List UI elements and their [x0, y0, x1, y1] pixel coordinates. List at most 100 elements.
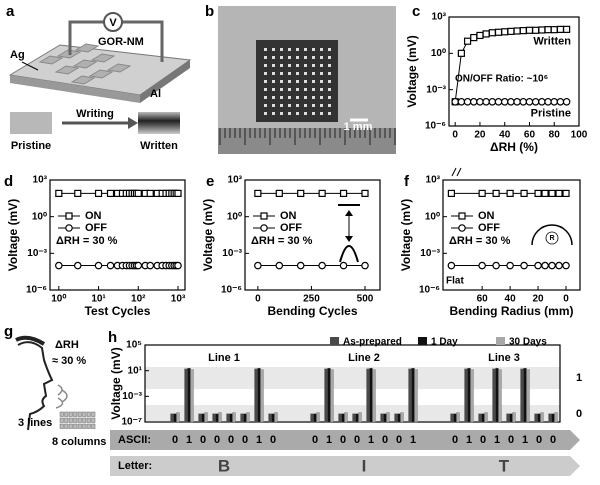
dot	[264, 96, 267, 99]
x-tick-label: 0	[452, 130, 458, 141]
dot	[272, 80, 275, 83]
bar	[352, 413, 356, 423]
marker	[544, 26, 552, 34]
dot	[304, 48, 307, 51]
label-written: Written	[140, 140, 178, 152]
marker	[146, 189, 154, 198]
y-tick-label: 10⁰	[425, 211, 440, 222]
dot	[296, 96, 299, 99]
lines-label: 3 lines	[18, 417, 52, 429]
y-tick-label: 10⁰	[431, 48, 446, 59]
ascii-digit: 0	[214, 434, 220, 446]
marker	[254, 261, 262, 270]
dot	[272, 56, 275, 59]
dot	[312, 72, 315, 75]
ascii-digit: 0	[354, 434, 360, 446]
dot	[328, 72, 331, 75]
x-tick-label: 250	[303, 294, 320, 305]
bar	[201, 413, 205, 423]
bar	[215, 413, 219, 423]
marker	[519, 27, 527, 35]
ascii-digit: 1	[494, 434, 500, 446]
columns-label: 8 columns	[52, 436, 106, 448]
x-tick-label: 0	[255, 294, 261, 305]
marker	[555, 189, 563, 198]
dot	[264, 56, 267, 59]
marker	[562, 97, 571, 106]
bar	[470, 369, 474, 423]
marker	[339, 189, 348, 198]
bar	[397, 413, 401, 423]
bar	[198, 413, 202, 423]
dot	[320, 48, 323, 51]
marker	[482, 97, 490, 106]
bar	[271, 413, 275, 423]
legend-marker	[65, 212, 73, 220]
x-tick-label: 10¹	[91, 294, 106, 305]
wire	[68, 20, 104, 55]
marker	[555, 261, 563, 270]
letter-row	[110, 456, 580, 476]
legend-marker	[65, 224, 73, 232]
dot	[312, 80, 315, 83]
dot	[272, 96, 275, 99]
marker	[494, 28, 503, 36]
ascii-digit: 1	[256, 434, 262, 446]
scale-label: 1 mm	[344, 121, 373, 133]
cell	[73, 417, 78, 423]
dot	[328, 112, 331, 115]
ascii-digit: 0	[340, 434, 346, 446]
marker	[556, 97, 565, 106]
legend-label: OFF	[280, 222, 302, 234]
level-label: 0	[576, 408, 582, 420]
bar	[520, 368, 524, 423]
bar	[554, 412, 558, 423]
marker	[513, 97, 521, 106]
label-gor: GOR-NM	[98, 36, 144, 48]
bar	[383, 413, 387, 423]
bar	[176, 412, 180, 423]
bar	[548, 413, 552, 423]
arrow-head	[128, 117, 138, 129]
panel-g: g ΔRH ≈ 30 % 3 lines 8 columns	[4, 323, 106, 448]
pointer	[21, 61, 39, 71]
dot	[296, 80, 299, 83]
dot	[296, 88, 299, 91]
bar	[232, 412, 236, 423]
dot	[264, 80, 267, 83]
y-tick-label: 10³	[426, 175, 441, 186]
marker	[174, 189, 182, 198]
dot	[272, 112, 275, 115]
dot	[304, 96, 307, 99]
bar	[274, 412, 278, 423]
marker	[506, 189, 514, 198]
cell	[64, 411, 69, 417]
dot	[280, 88, 283, 91]
y-tick-label: 10⁻⁶	[425, 121, 446, 132]
bar	[355, 413, 359, 423]
bar	[257, 367, 261, 423]
series-label: Pristine	[531, 108, 571, 120]
legend-label: OFF	[85, 222, 107, 234]
legend-marker	[458, 224, 466, 232]
panel-label: b	[205, 3, 214, 20]
marker	[451, 97, 459, 106]
level-label: 1	[576, 372, 582, 384]
marker	[469, 97, 478, 106]
dot	[296, 72, 299, 75]
ascii-digit: 0	[396, 434, 402, 446]
marker	[318, 261, 326, 270]
legend-marker	[458, 212, 466, 220]
series-label: Written	[533, 35, 571, 47]
dot	[320, 80, 323, 83]
panel-a: a V Ag GOR-NM Al Writing Pristine Writte…	[6, 3, 192, 152]
dot	[280, 48, 283, 51]
marker	[476, 31, 484, 40]
cell	[77, 411, 82, 417]
dot-array	[264, 48, 331, 115]
y-tick-label: 10⁻³	[122, 391, 142, 402]
marker	[361, 189, 369, 198]
marker	[550, 26, 558, 34]
ascii-digit: 0	[550, 434, 556, 446]
cell	[91, 423, 96, 429]
